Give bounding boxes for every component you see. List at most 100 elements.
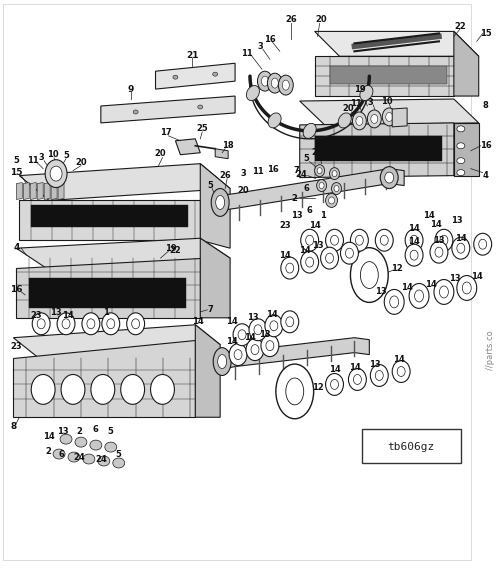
Text: 16: 16	[10, 286, 22, 295]
Text: 13: 13	[259, 330, 270, 339]
Ellipse shape	[457, 126, 465, 132]
Ellipse shape	[120, 374, 144, 405]
Polygon shape	[14, 325, 220, 357]
Ellipse shape	[246, 85, 260, 101]
Text: 24: 24	[73, 452, 85, 461]
Text: 20: 20	[316, 15, 328, 24]
Text: 16: 16	[480, 141, 492, 150]
Text: 10: 10	[48, 150, 59, 159]
Ellipse shape	[382, 108, 396, 126]
Polygon shape	[30, 183, 36, 200]
Text: 9: 9	[128, 85, 134, 93]
Text: tb606gz: tb606gz	[388, 442, 434, 452]
Text: 14: 14	[192, 318, 204, 326]
Ellipse shape	[126, 313, 144, 335]
Ellipse shape	[440, 235, 448, 245]
Polygon shape	[58, 183, 64, 200]
Ellipse shape	[254, 325, 262, 335]
Text: 2: 2	[45, 447, 51, 456]
Text: 21: 21	[186, 51, 198, 60]
Polygon shape	[14, 340, 196, 417]
Ellipse shape	[251, 345, 259, 354]
Polygon shape	[300, 123, 454, 178]
FancyBboxPatch shape	[362, 429, 461, 463]
Ellipse shape	[107, 319, 115, 329]
Text: 16: 16	[267, 165, 278, 174]
Text: 19: 19	[164, 244, 176, 253]
Text: 24: 24	[296, 170, 308, 179]
Ellipse shape	[83, 454, 95, 464]
Polygon shape	[300, 99, 478, 125]
Polygon shape	[156, 63, 235, 89]
Text: 23: 23	[10, 342, 22, 351]
Ellipse shape	[376, 229, 393, 251]
Ellipse shape	[246, 339, 264, 361]
Text: 6: 6	[306, 206, 312, 215]
Text: 7: 7	[294, 166, 300, 175]
Ellipse shape	[234, 349, 242, 360]
Text: 14: 14	[299, 246, 310, 255]
Text: 14: 14	[43, 432, 55, 440]
Ellipse shape	[326, 193, 338, 208]
Text: 3: 3	[240, 169, 246, 178]
Ellipse shape	[457, 158, 465, 164]
Ellipse shape	[384, 290, 404, 314]
Ellipse shape	[354, 374, 362, 385]
Bar	[29, 278, 186, 308]
Polygon shape	[215, 149, 228, 159]
Ellipse shape	[380, 167, 398, 188]
Bar	[314, 136, 442, 160]
Polygon shape	[454, 31, 478, 96]
Text: 23: 23	[279, 221, 290, 230]
Ellipse shape	[434, 279, 454, 304]
Polygon shape	[20, 164, 230, 200]
Ellipse shape	[198, 105, 203, 109]
Ellipse shape	[397, 366, 405, 377]
Text: 14: 14	[328, 365, 340, 374]
Ellipse shape	[368, 110, 382, 128]
Ellipse shape	[326, 229, 344, 251]
Text: 11: 11	[241, 49, 253, 58]
Ellipse shape	[62, 319, 70, 329]
Text: 14: 14	[279, 251, 290, 259]
Ellipse shape	[68, 452, 80, 462]
Polygon shape	[196, 325, 220, 417]
Ellipse shape	[282, 80, 290, 90]
Ellipse shape	[328, 197, 334, 204]
Polygon shape	[20, 200, 201, 240]
Text: 6: 6	[304, 184, 310, 193]
Ellipse shape	[229, 344, 247, 365]
Text: 13: 13	[376, 287, 387, 296]
Ellipse shape	[233, 324, 251, 345]
Text: 16: 16	[264, 35, 276, 44]
Text: 6: 6	[93, 424, 99, 434]
Ellipse shape	[440, 286, 448, 298]
Text: 10: 10	[382, 97, 393, 105]
Ellipse shape	[452, 237, 470, 259]
Ellipse shape	[249, 319, 267, 341]
Text: 26: 26	[285, 15, 296, 24]
Ellipse shape	[414, 290, 424, 302]
Text: 5: 5	[116, 450, 121, 459]
Polygon shape	[176, 139, 201, 155]
Ellipse shape	[474, 233, 492, 255]
Ellipse shape	[272, 78, 278, 88]
Ellipse shape	[213, 348, 231, 376]
Ellipse shape	[435, 247, 443, 257]
Text: 4: 4	[13, 243, 20, 251]
Ellipse shape	[326, 253, 334, 263]
Ellipse shape	[457, 243, 465, 253]
Ellipse shape	[286, 317, 294, 327]
Ellipse shape	[91, 374, 115, 405]
Text: 5: 5	[14, 156, 19, 165]
Ellipse shape	[270, 321, 278, 331]
Text: 11: 11	[28, 156, 39, 165]
Ellipse shape	[306, 257, 314, 267]
Text: 14: 14	[401, 283, 413, 292]
Ellipse shape	[238, 330, 246, 340]
Text: 11: 11	[350, 98, 362, 108]
Ellipse shape	[87, 319, 95, 329]
Text: 5: 5	[63, 151, 69, 160]
Ellipse shape	[348, 369, 366, 390]
Ellipse shape	[150, 374, 174, 405]
